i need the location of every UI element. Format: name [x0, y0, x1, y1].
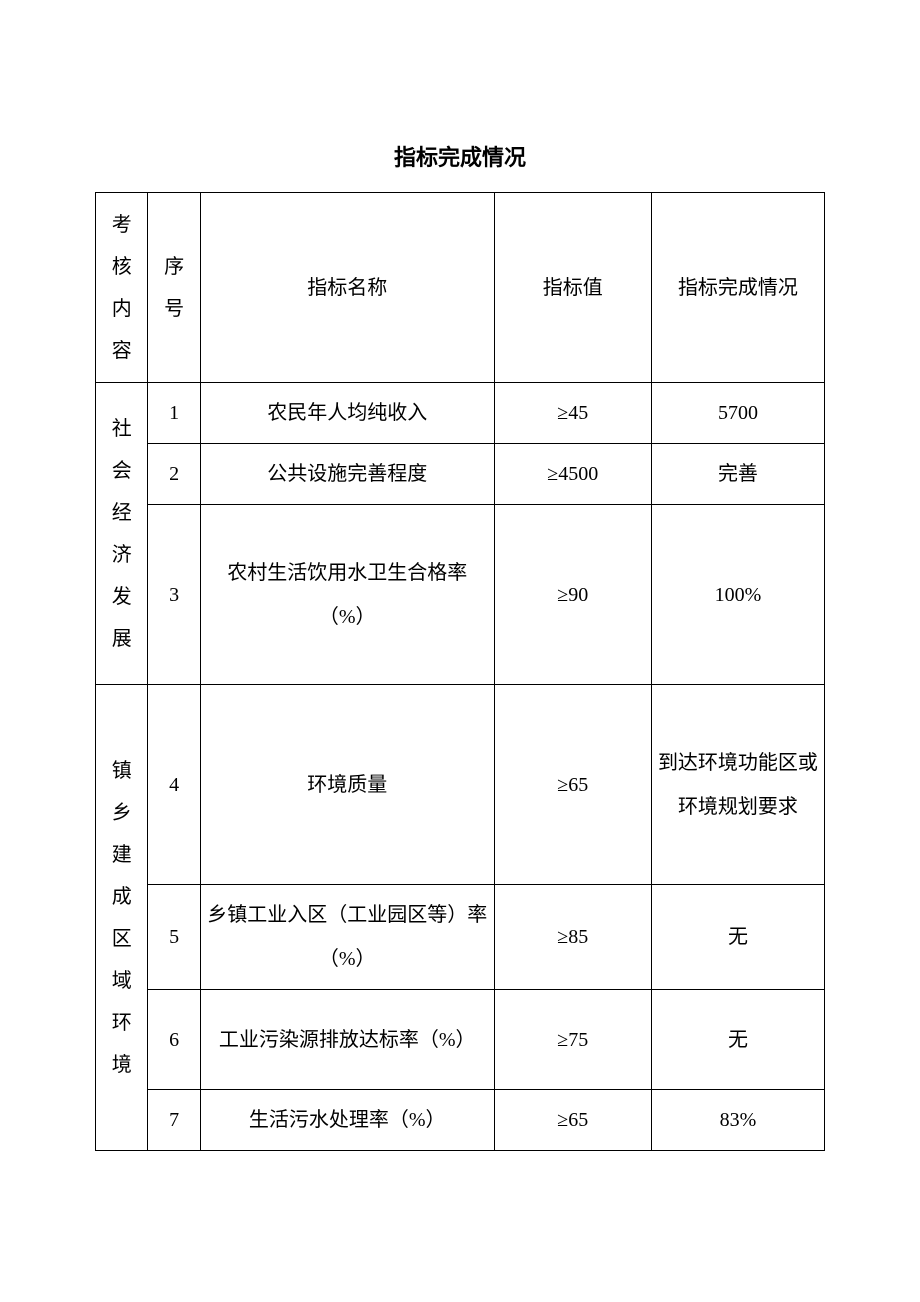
seq-cell: 2 [148, 444, 200, 505]
seq-cell: 6 [148, 990, 200, 1090]
name-cell: 乡镇工业入区（工业园区等）率（%） [200, 885, 494, 990]
table-row: 社会经济发展 1 农民年人均纯收入 ≥45 5700 [96, 383, 825, 444]
status-cell: 到达环境功能区或环境规划要求 [651, 685, 824, 885]
value-cell: ≥45 [494, 383, 651, 444]
seq-cell: 3 [148, 505, 200, 685]
category-cell: 社会经济发展 [96, 383, 148, 685]
table-header-row: 考核内容 序号 指标名称 指标值 指标完成情况 [96, 193, 825, 383]
status-cell: 5700 [651, 383, 824, 444]
header-category: 考核内容 [96, 193, 148, 383]
value-cell: ≥85 [494, 885, 651, 990]
indicator-table: 考核内容 序号 指标名称 指标值 指标完成情况 社会经济发展 1 农民年人均纯收… [95, 192, 825, 1151]
status-cell: 无 [651, 885, 824, 990]
table-row: 7 生活污水处理率（%） ≥65 83% [96, 1090, 825, 1151]
seq-cell: 4 [148, 685, 200, 885]
seq-cell: 5 [148, 885, 200, 990]
table-row: 3 农村生活饮用水卫生合格率（%） ≥90 100% [96, 505, 825, 685]
header-status: 指标完成情况 [651, 193, 824, 383]
name-cell: 工业污染源排放达标率（%） [200, 990, 494, 1090]
table-row: 6 工业污染源排放达标率（%） ≥75 无 [96, 990, 825, 1090]
status-cell: 完善 [651, 444, 824, 505]
status-cell: 100% [651, 505, 824, 685]
name-cell: 生活污水处理率（%） [200, 1090, 494, 1151]
category-cell: 镇乡建成区域环境 [96, 685, 148, 1151]
status-cell: 83% [651, 1090, 824, 1151]
value-cell: ≥65 [494, 1090, 651, 1151]
name-cell: 农民年人均纯收入 [200, 383, 494, 444]
table-row: 2 公共设施完善程度 ≥4500 完善 [96, 444, 825, 505]
table-row: 5 乡镇工业入区（工业园区等）率（%） ≥85 无 [96, 885, 825, 990]
value-cell: ≥90 [494, 505, 651, 685]
header-seq: 序号 [148, 193, 200, 383]
name-cell: 农村生活饮用水卫生合格率（%） [200, 505, 494, 685]
name-cell: 环境质量 [200, 685, 494, 885]
value-cell: ≥75 [494, 990, 651, 1090]
value-cell: ≥4500 [494, 444, 651, 505]
status-cell: 无 [651, 990, 824, 1090]
page-title: 指标完成情况 [95, 140, 825, 172]
table-row: 镇乡建成区域环境 4 环境质量 ≥65 到达环境功能区或环境规划要求 [96, 685, 825, 885]
seq-cell: 1 [148, 383, 200, 444]
name-cell: 公共设施完善程度 [200, 444, 494, 505]
value-cell: ≥65 [494, 685, 651, 885]
header-name: 指标名称 [200, 193, 494, 383]
header-value: 指标值 [494, 193, 651, 383]
seq-cell: 7 [148, 1090, 200, 1151]
